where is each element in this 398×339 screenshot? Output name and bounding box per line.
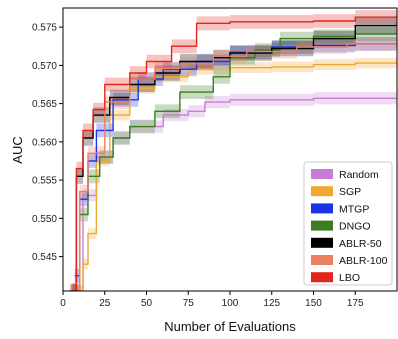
- legend-swatch-mtgp: [311, 203, 333, 214]
- y-tick-label: 0.570: [32, 61, 57, 72]
- legend-swatch-dngo: [311, 220, 333, 231]
- y-tick-label: 0.550: [32, 214, 57, 225]
- x-tick-label: 100: [222, 298, 239, 309]
- x-tick-label: 175: [347, 298, 364, 309]
- y-tick-label: 0.545: [32, 252, 57, 263]
- legend-swatch-ablr-50: [311, 237, 333, 248]
- y-axis-label: AUC: [10, 136, 25, 163]
- x-tick-label: 150: [305, 298, 322, 309]
- x-tick-label: 125: [263, 298, 280, 309]
- legend-swatch-sgp: [311, 186, 333, 197]
- legend-label-sgp: SGP: [339, 186, 361, 198]
- y-tick-label: 0.575: [32, 23, 57, 34]
- ablr-100-line: [71, 41, 397, 291]
- legend-label-ablr-50: ABLR-50: [339, 238, 382, 250]
- legend-swatch-ablr-100: [311, 255, 333, 265]
- x-tick-label: 0: [60, 298, 66, 309]
- legend-label-lbo: LBO: [339, 272, 360, 284]
- legend-swatch-lbo: [311, 272, 333, 283]
- legend: Random SGP MTGP DNGO ABLR-50 ABLR-100 LBO: [303, 161, 393, 286]
- legend-swatch-random: [311, 169, 333, 179]
- y-axis: 0.545 0.550 0.555 0.560 0.565 0.570 0.575: [32, 23, 63, 263]
- x-tick-label: 50: [141, 298, 153, 309]
- x-axis: 0 25 50 75 100 125 150 175: [60, 291, 364, 309]
- legend-label-ablr-100: ABLR-100: [339, 255, 388, 267]
- ablr-50-line: [71, 23, 397, 291]
- x-tick-label: 75: [183, 298, 195, 309]
- legend-label-dngo: DNGO: [339, 221, 371, 233]
- x-axis-label: Number of Evaluations: [164, 319, 296, 334]
- legend-label-mtgp: MTGP: [339, 203, 369, 215]
- legend-label-random: Random: [339, 169, 379, 181]
- y-tick-label: 0.560: [32, 137, 57, 148]
- x-tick-label: 25: [99, 298, 111, 309]
- dngo-line: [73, 33, 397, 291]
- y-tick-label: 0.555: [32, 176, 57, 187]
- y-tick-label: 0.565: [32, 99, 57, 110]
- lines-layer: [69, 15, 397, 291]
- lbo-line: [69, 15, 397, 291]
